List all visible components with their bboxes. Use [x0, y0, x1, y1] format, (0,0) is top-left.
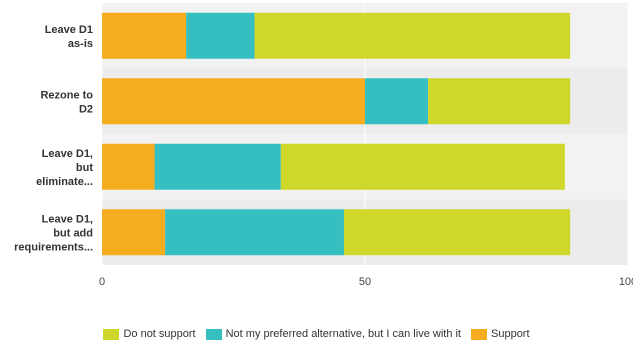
legend-item: Do not support: [103, 328, 196, 340]
category-label-line: Leave D1,: [42, 213, 93, 225]
legend-swatch: [103, 328, 120, 340]
bar-segment: [102, 12, 187, 59]
legend-label: Support: [491, 328, 530, 340]
category-label-line: eliminate...: [36, 176, 93, 188]
category-label: Leave D1, but add requirements...: [14, 213, 93, 253]
bar-segment: [102, 78, 365, 125]
category-label: Rezone to D2: [40, 89, 93, 115]
bar-segment: [254, 12, 571, 59]
legend: Do not support Not my preferred alternati…: [0, 328, 633, 340]
bar-segment: [154, 143, 281, 190]
bar-segment: [102, 209, 166, 256]
category-label-line: but: [76, 162, 93, 174]
category-label-line: Leave D1: [45, 24, 93, 36]
category-label-line: requirements...: [14, 241, 93, 253]
category-label-line: but add: [53, 227, 93, 239]
category-label-line: Leave D1,: [42, 148, 93, 160]
x-tick-label: 50: [359, 276, 371, 288]
bar-segment: [343, 209, 571, 256]
bar-segment: [186, 12, 255, 59]
category-label: Leave D1 as-is: [45, 24, 93, 50]
legend-item: Support: [471, 328, 530, 340]
category-label-line: as-is: [68, 38, 93, 50]
legend-swatch: [205, 328, 222, 340]
bars: [102, 12, 571, 256]
bar-segment: [102, 143, 155, 190]
legend-swatch: [471, 328, 487, 340]
x-tick-label: 100: [619, 276, 633, 288]
category-label-line: D2: [79, 103, 93, 115]
legend-label: Do not support: [123, 328, 196, 340]
bar-segment: [428, 78, 571, 125]
bar-segment: [280, 143, 565, 190]
category-labels: Leave D1 as-is Rezone to D2 Leave D1, but elim…: [14, 24, 93, 254]
bar-segment: [365, 78, 429, 125]
x-tick-labels: 0 50 100: [99, 276, 633, 288]
legend-label: Not my preferred alternative, but I can …: [225, 328, 461, 340]
category-label: Leave D1, but eliminate...: [36, 148, 93, 188]
x-tick-label: 0: [99, 276, 105, 288]
category-label-line: Rezone to: [40, 89, 93, 101]
legend-item: Not my preferred alternative, but I can …: [205, 328, 461, 340]
bar-segment: [165, 209, 344, 256]
